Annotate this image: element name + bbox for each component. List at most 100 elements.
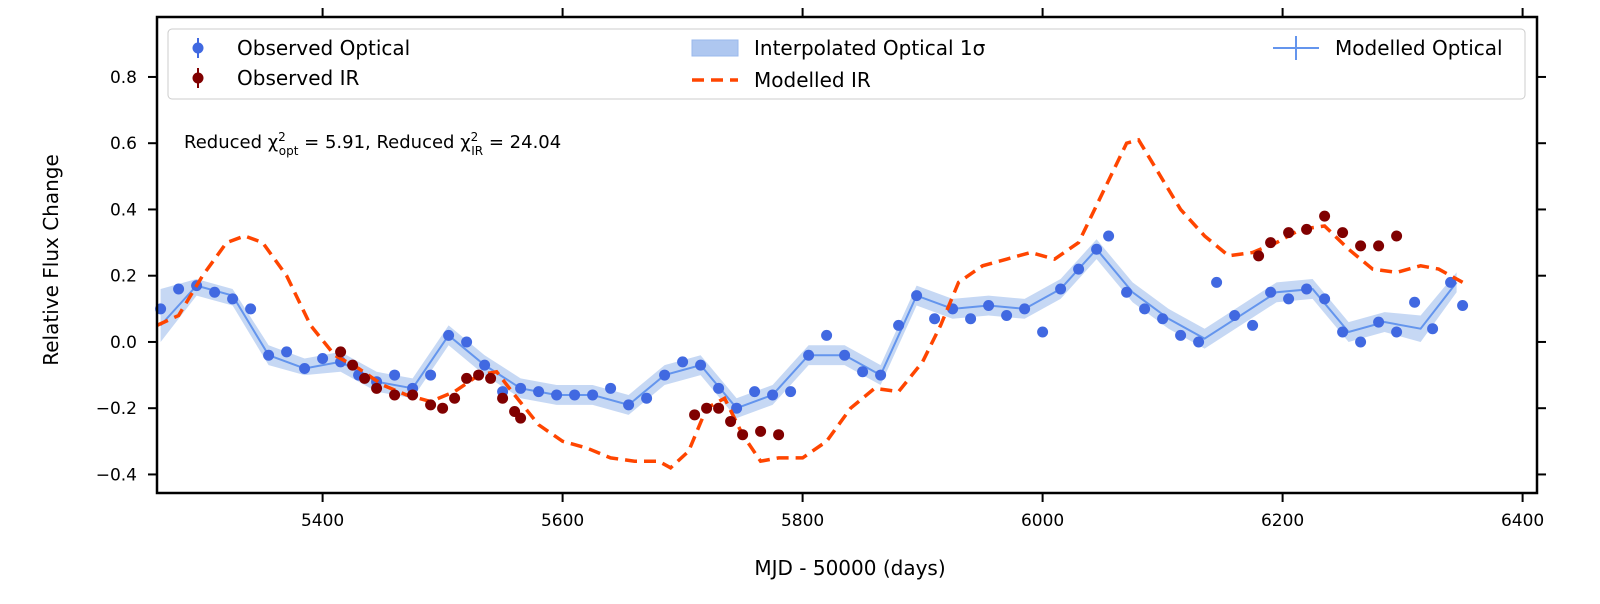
y-tick-label: 0.4 xyxy=(110,200,137,220)
data-point xyxy=(983,300,995,312)
data-point xyxy=(641,392,653,404)
data-point xyxy=(1121,286,1133,298)
data-point xyxy=(299,362,311,374)
data-point xyxy=(1019,303,1031,315)
data-point xyxy=(1193,336,1205,348)
data-point xyxy=(701,402,713,414)
data-point xyxy=(461,336,473,348)
legend: Observed Optical Interpolated Optical 1σ M… xyxy=(167,28,1526,100)
data-point xyxy=(1457,300,1469,312)
data-point xyxy=(1355,336,1367,348)
confidence-band xyxy=(160,239,1457,419)
data-point xyxy=(965,313,977,325)
data-point xyxy=(173,283,185,295)
data-point xyxy=(929,313,941,325)
data-point xyxy=(425,399,437,411)
data-point xyxy=(1391,230,1403,242)
x-tick-label: 5600 xyxy=(541,511,584,531)
data-point xyxy=(803,349,815,361)
data-point xyxy=(479,359,491,371)
y-axis-label: Relative Flux Change xyxy=(39,154,63,366)
data-point xyxy=(359,372,371,384)
data-point xyxy=(389,389,401,401)
data-point xyxy=(1283,227,1295,239)
data-point xyxy=(335,346,347,358)
data-point xyxy=(245,303,257,315)
data-point xyxy=(1301,223,1313,235)
model-optical-line xyxy=(159,247,1458,410)
legend-marker xyxy=(691,39,739,57)
annotation-part: 2 xyxy=(278,130,286,144)
data-point xyxy=(605,382,617,394)
x-tick-label: 6200 xyxy=(1261,511,1304,531)
data-point xyxy=(677,356,689,368)
annotation-part: 2 xyxy=(471,130,479,144)
data-point xyxy=(1355,240,1367,252)
data-point xyxy=(875,369,887,381)
data-point xyxy=(1265,286,1277,298)
legend-label: Modelled Optical xyxy=(1335,36,1503,60)
data-point xyxy=(1037,326,1049,338)
y-tick-label: 0.6 xyxy=(110,134,137,154)
data-point xyxy=(773,429,785,441)
data-point xyxy=(1139,303,1151,315)
data-point xyxy=(1319,293,1331,305)
data-point xyxy=(425,369,437,381)
data-point xyxy=(1319,210,1331,222)
data-point xyxy=(209,286,221,298)
data-point xyxy=(1091,243,1103,255)
data-point xyxy=(317,353,329,365)
data-point xyxy=(785,386,797,398)
y-tick-label: −0.2 xyxy=(96,399,137,419)
legend-label: Interpolated Optical 1σ xyxy=(754,36,986,60)
y-tick-label: −0.4 xyxy=(96,465,137,485)
data-point xyxy=(1301,283,1313,295)
data-point xyxy=(1427,323,1439,335)
data-point xyxy=(839,349,851,361)
plot-frame xyxy=(155,15,1539,495)
data-point xyxy=(1337,326,1349,338)
data-point xyxy=(473,369,485,381)
data-point xyxy=(1265,237,1277,249)
data-point xyxy=(1175,329,1187,341)
data-point xyxy=(1055,283,1067,295)
data-point xyxy=(623,399,635,411)
plot-area: 5400 5600 5800 6000 6200 6400 −0.4 −0.2 0.0 0.2 0.… xyxy=(96,8,1546,531)
data-point xyxy=(371,382,383,394)
y-tick-label: 0.8 xyxy=(110,68,137,88)
annotation-part: IR xyxy=(471,144,483,158)
data-point xyxy=(767,389,779,401)
data-point xyxy=(281,346,293,358)
data-point xyxy=(1073,263,1085,275)
data-point xyxy=(713,402,725,414)
data-point xyxy=(449,392,461,404)
data-point xyxy=(1001,309,1013,321)
data-point xyxy=(911,290,923,302)
y-tick-label: 0.0 xyxy=(110,333,137,353)
data-point xyxy=(443,329,455,341)
data-point xyxy=(749,386,761,398)
annotation-part: = 24.04 xyxy=(483,132,561,153)
data-point xyxy=(497,392,509,404)
data-point xyxy=(1211,276,1223,288)
y-tick-label: 0.2 xyxy=(110,267,137,287)
legend-marker xyxy=(192,42,204,54)
data-point xyxy=(515,382,527,394)
legend-label: Modelled IR xyxy=(754,68,871,92)
data-point xyxy=(1337,227,1349,239)
data-point xyxy=(461,372,473,384)
data-point xyxy=(695,359,707,371)
data-point xyxy=(1373,316,1385,328)
data-point xyxy=(1391,326,1403,338)
data-point xyxy=(485,372,497,384)
data-point xyxy=(893,319,905,331)
data-point xyxy=(857,366,869,378)
data-point xyxy=(389,369,401,381)
data-point xyxy=(407,389,419,401)
legend-marker xyxy=(192,72,204,84)
data-point xyxy=(1409,296,1421,308)
annotation-part: = 5.91, Reduced χ xyxy=(298,132,470,153)
data-point xyxy=(587,389,599,401)
data-point xyxy=(713,382,725,394)
data-point xyxy=(755,425,767,437)
